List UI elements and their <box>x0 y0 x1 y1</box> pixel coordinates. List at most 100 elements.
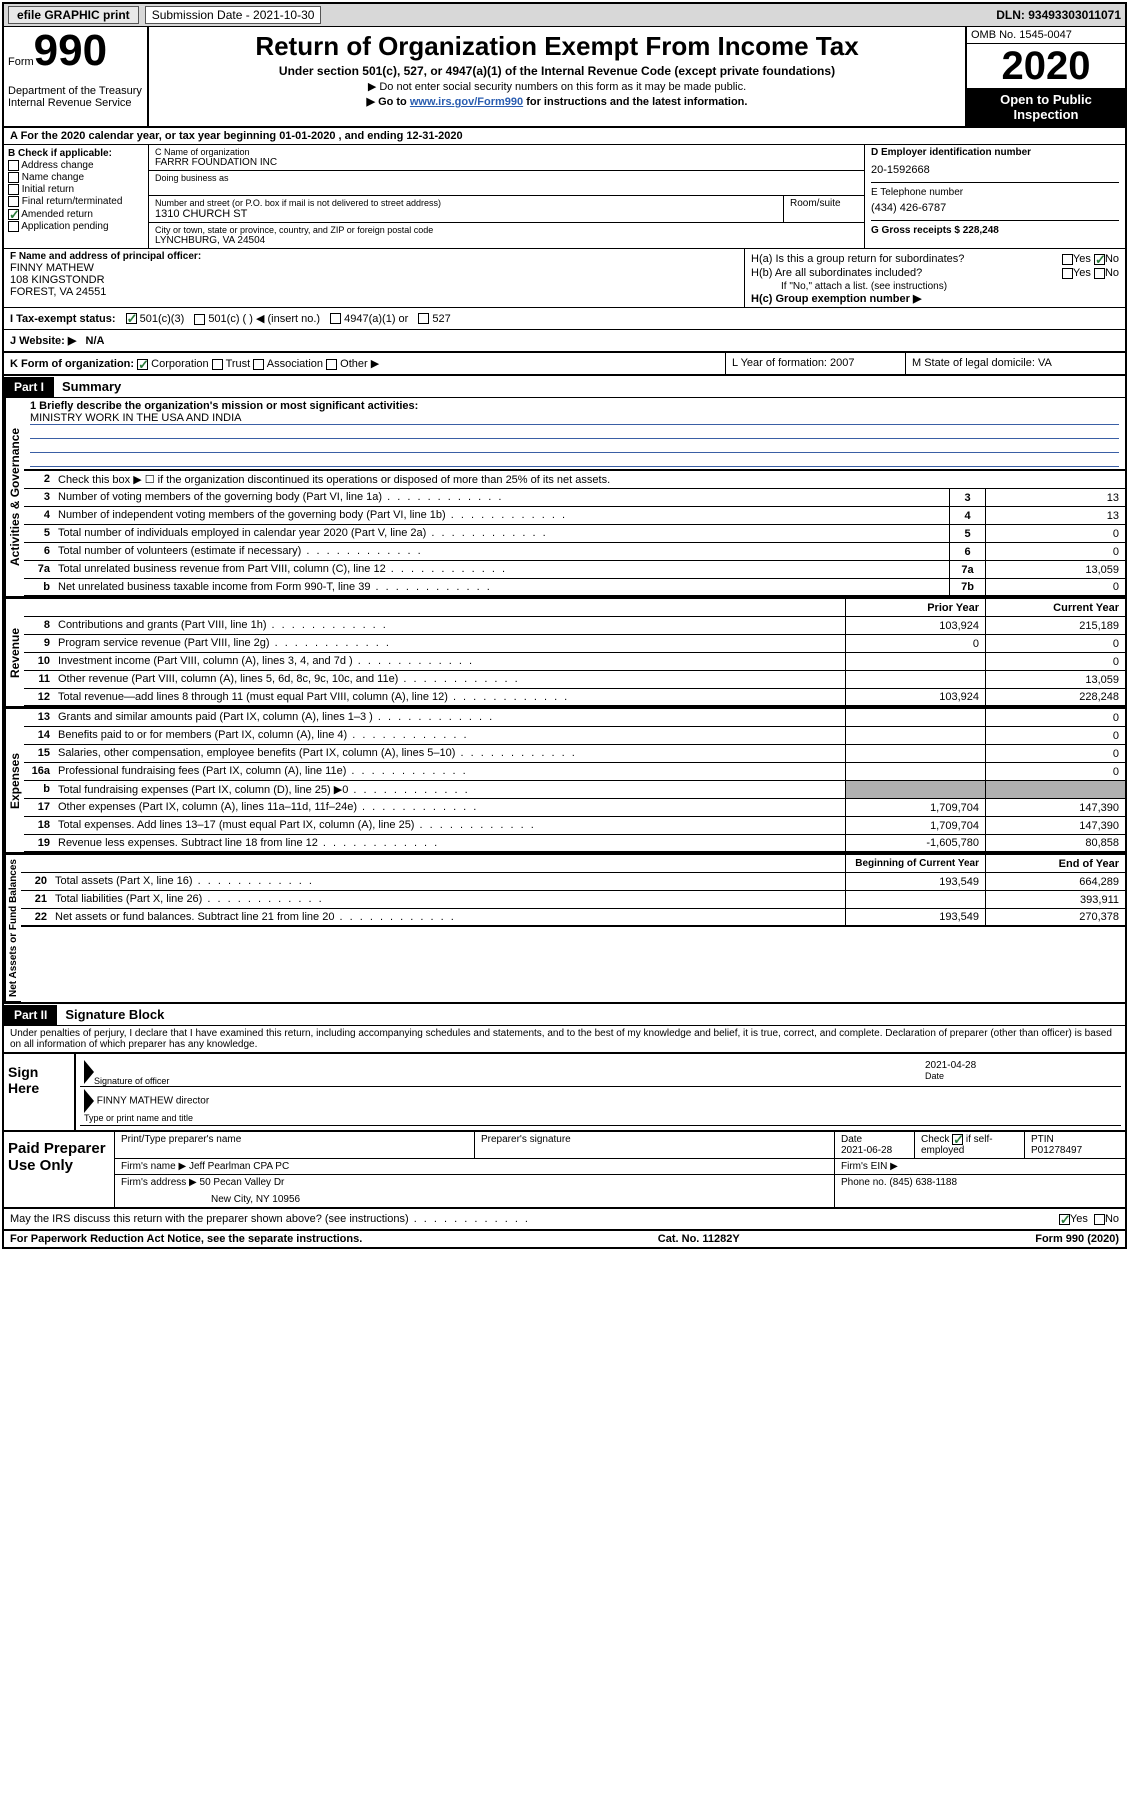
website-row: J Website: ▶ N/A <box>4 330 1125 353</box>
vert-expenses: Expenses <box>4 709 24 853</box>
table-row: 8Contributions and grants (Part VIII, li… <box>24 617 1125 635</box>
hb-answer[interactable]: Yes No <box>1062 267 1119 279</box>
preparer-block: Paid Preparer Use Only Print/Type prepar… <box>4 1132 1125 1209</box>
tax-year: 2020 <box>967 44 1125 88</box>
officer-name: FINNY MATHEW director Type or print name… <box>80 1087 1121 1126</box>
efile-button[interactable]: efile GRAPHIC print <box>8 6 139 24</box>
section-c: C Name of organization FARRR FOUNDATION … <box>149 145 865 248</box>
submission-date: Submission Date - 2021-10-30 <box>145 6 322 24</box>
prep-date: Date2021-06-28 <box>835 1132 915 1158</box>
officer-sig[interactable]: Signature of officer <box>80 1058 921 1087</box>
discuss-row: May the IRS discuss this return with the… <box>4 1209 1125 1231</box>
sign-block: Sign Here Signature of officer 2021-04-2… <box>4 1052 1125 1132</box>
k-trust[interactable]: Trust <box>212 358 251 370</box>
k-assoc[interactable]: Association <box>253 358 323 370</box>
b-opt-5[interactable]: Application pending <box>8 221 144 232</box>
vert-revenue: Revenue <box>4 599 24 707</box>
top-bar: efile GRAPHIC print Submission Date - 20… <box>4 4 1125 27</box>
status-527[interactable]: 527 <box>418 313 450 325</box>
line-a: A For the 2020 calendar year, or tax yea… <box>4 128 1125 145</box>
form-container: efile GRAPHIC print Submission Date - 20… <box>2 2 1127 1249</box>
form-title-block: Return of Organization Exempt From Incom… <box>149 27 965 126</box>
vert-governance: Activities & Governance <box>4 398 24 597</box>
table-row: 5Total number of individuals employed in… <box>24 525 1125 543</box>
dln-number: DLN: 93493303011071 <box>996 8 1121 22</box>
section-fh: F Name and address of principal officer:… <box>4 249 1125 308</box>
part2-title: Signature Block <box>57 1004 172 1025</box>
prep-sig: Preparer's signature <box>475 1132 835 1158</box>
form-prefix: Form <box>8 56 34 68</box>
prep-selfemp[interactable]: Check if self-employed <box>915 1132 1025 1158</box>
table-row: 4Number of independent voting members of… <box>24 507 1125 525</box>
notice-ssn: ▶ Do not enter social security numbers o… <box>157 80 957 93</box>
b-opt-1[interactable]: Name change <box>8 172 144 183</box>
table-row: bNet unrelated business taxable income f… <box>24 579 1125 597</box>
form-header: Form990 Department of the Treasury Inter… <box>4 27 1125 128</box>
declaration-text: Under penalties of perjury, I declare th… <box>4 1026 1125 1052</box>
status-501c3[interactable]: 501(c)(3) <box>126 313 185 325</box>
org-name-row: C Name of organization FARRR FOUNDATION … <box>149 145 864 171</box>
vert-netassets: Net Assets or Fund Balances <box>4 855 21 1002</box>
table-row: 21Total liabilities (Part X, line 26)393… <box>21 891 1125 909</box>
table-row: 22Net assets or fund balances. Subtract … <box>21 909 1125 927</box>
part1-tab: Part I <box>4 377 54 397</box>
omb-number: OMB No. 1545-0047 <box>967 27 1125 44</box>
table-row: 17Other expenses (Part IX, column (A), l… <box>24 799 1125 817</box>
ha-answer[interactable]: Yes No <box>1062 253 1119 265</box>
status-501c[interactable]: 501(c) ( ) ◀ (insert no.) <box>194 312 320 325</box>
firm-ein: Firm's EIN ▶ <box>835 1159 1125 1174</box>
b-opt-4[interactable]: Amended return <box>8 209 144 220</box>
part1-header: Part I Summary <box>4 376 1125 398</box>
phone-value: (434) 426-6787 <box>871 202 1119 214</box>
table-row: bTotal fundraising expenses (Part IX, co… <box>24 781 1125 799</box>
section-d: D Employer identification number 20-1592… <box>865 145 1125 248</box>
arrow-icon <box>84 1060 94 1084</box>
part1-title: Summary <box>54 376 129 397</box>
b-opt-0[interactable]: Address change <box>8 160 144 171</box>
discuss-answer[interactable]: Yes No <box>1059 1213 1119 1225</box>
tax-status-row: I Tax-exempt status: 501(c)(3) 501(c) ( … <box>4 308 1125 330</box>
governance-section: Activities & Governance 1 Briefly descri… <box>4 398 1125 597</box>
table-row: 3Number of voting members of the governi… <box>24 489 1125 507</box>
k-other[interactable]: Other ▶ <box>326 358 379 370</box>
room-suite: Room/suite <box>784 196 864 222</box>
k-corp[interactable]: Corporation <box>137 358 209 370</box>
mission-box: 1 Briefly describe the organization's mi… <box>24 398 1125 470</box>
form-id-block: Form990 Department of the Treasury Inter… <box>4 27 149 126</box>
irs-link[interactable]: www.irs.gov/Form990 <box>410 96 523 108</box>
street-addr: Number and street (or P.O. box if mail i… <box>149 196 784 222</box>
section-b: B Check if applicable: Address change Na… <box>4 145 149 248</box>
status-4947[interactable]: 4947(a)(1) or <box>330 313 408 325</box>
table-row: 19Revenue less expenses. Subtract line 1… <box>24 835 1125 853</box>
phone-label: E Telephone number <box>871 187 1119 198</box>
table-row: 13Grants and similar amounts paid (Part … <box>24 709 1125 727</box>
form-subtitle: Under section 501(c), 527, or 4947(a)(1)… <box>157 64 957 78</box>
k-form-org: K Form of organization: Corporation Trus… <box>4 353 725 374</box>
m-state: M State of legal domicile: VA <box>905 353 1125 374</box>
part2-tab: Part II <box>4 1005 57 1025</box>
table-row: 12Total revenue—add lines 8 through 11 (… <box>24 689 1125 707</box>
b-opt-2[interactable]: Initial return <box>8 184 144 195</box>
mission-text: MINISTRY WORK IN THE USA AND INDIA <box>30 412 1119 425</box>
dept-label: Department of the Treasury Internal Reve… <box>8 85 143 109</box>
dba-row: Doing business as <box>149 171 864 196</box>
inspection-badge: Open to Public Inspection <box>967 88 1125 126</box>
preparer-label: Paid Preparer Use Only <box>4 1132 114 1207</box>
org-name: FARRR FOUNDATION INC <box>155 157 858 168</box>
section-h: H(a) Is this a group return for subordin… <box>745 249 1125 307</box>
ein-label: D Employer identification number <box>871 147 1119 158</box>
prep-ptin: PTINP01278497 <box>1025 1132 1125 1158</box>
firm-name: Firm's name ▶ Jeff Pearlman CPA PC <box>115 1159 835 1174</box>
table-row: 6Total number of volunteers (estimate if… <box>24 543 1125 561</box>
b-opt-3[interactable]: Final return/terminated <box>8 196 144 207</box>
table-row: 14Benefits paid to or for members (Part … <box>24 727 1125 745</box>
table-row: 7aTotal unrelated business revenue from … <box>24 561 1125 579</box>
expenses-section: Expenses 13Grants and similar amounts pa… <box>4 707 1125 853</box>
table-row: 9Program service revenue (Part VIII, lin… <box>24 635 1125 653</box>
ein-value: 20-1592668 <box>871 164 1119 176</box>
firm-addr: Firm's address ▶ 50 Pecan Valley Dr New … <box>115 1175 835 1207</box>
table-row: 16aProfessional fundraising fees (Part I… <box>24 763 1125 781</box>
section-f: F Name and address of principal officer:… <box>4 249 745 307</box>
prep-name: Print/Type preparer's name <box>115 1132 475 1158</box>
form-meta-block: OMB No. 1545-0047 2020 Open to Public In… <box>965 27 1125 126</box>
